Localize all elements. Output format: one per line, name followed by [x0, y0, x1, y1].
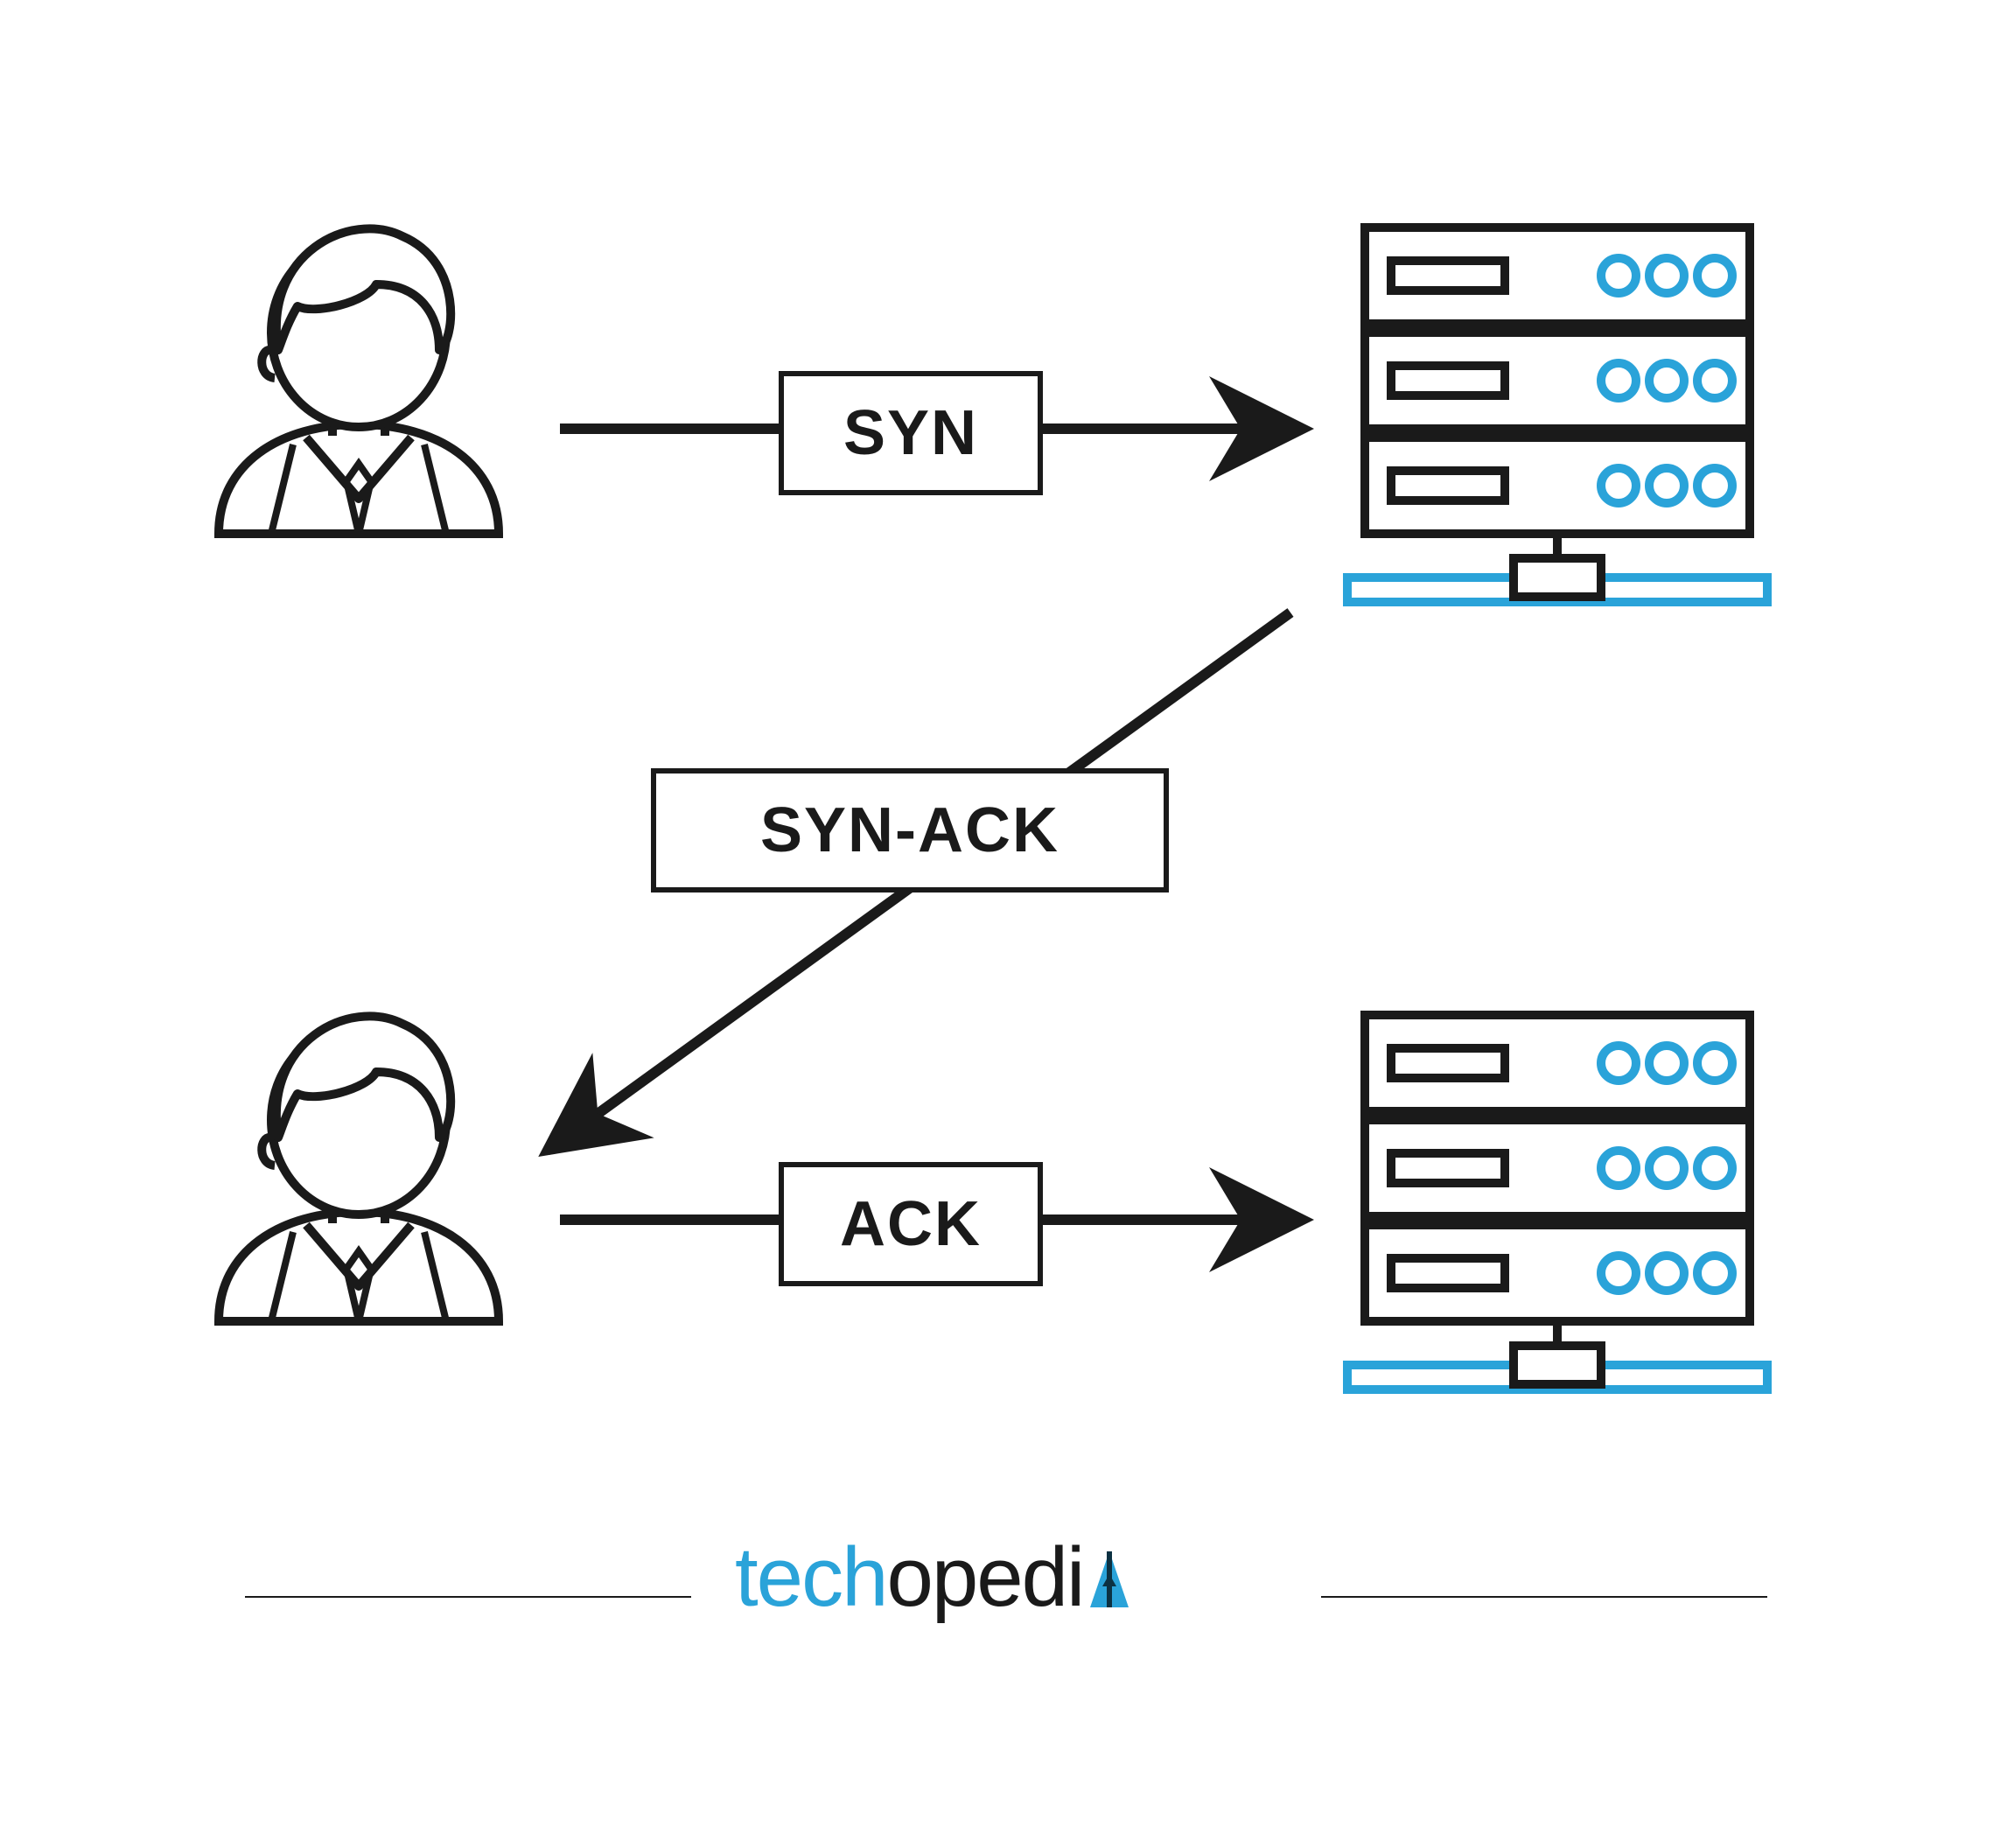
ack-label: ACK — [779, 1162, 1043, 1286]
server-icon — [1347, 228, 1767, 602]
client-icon — [219, 228, 499, 534]
syn-label: SYN — [779, 371, 1043, 495]
syn-ack-label: SYN-ACK — [651, 768, 1169, 892]
footer-rule-right — [1321, 1596, 1767, 1598]
brand-triangle-icon — [1087, 1548, 1132, 1611]
diagram-canvas: SYN SYN-ACK ACK techopedi — [0, 0, 2007, 1848]
client-icon — [219, 1016, 499, 1321]
server-icon — [1347, 1015, 1767, 1390]
footer-rule-left — [245, 1596, 691, 1598]
brand-prefix: tech — [735, 1530, 886, 1626]
brand-suffix: opedi — [886, 1530, 1083, 1626]
brand-logo: techopedi — [735, 1530, 1132, 1626]
